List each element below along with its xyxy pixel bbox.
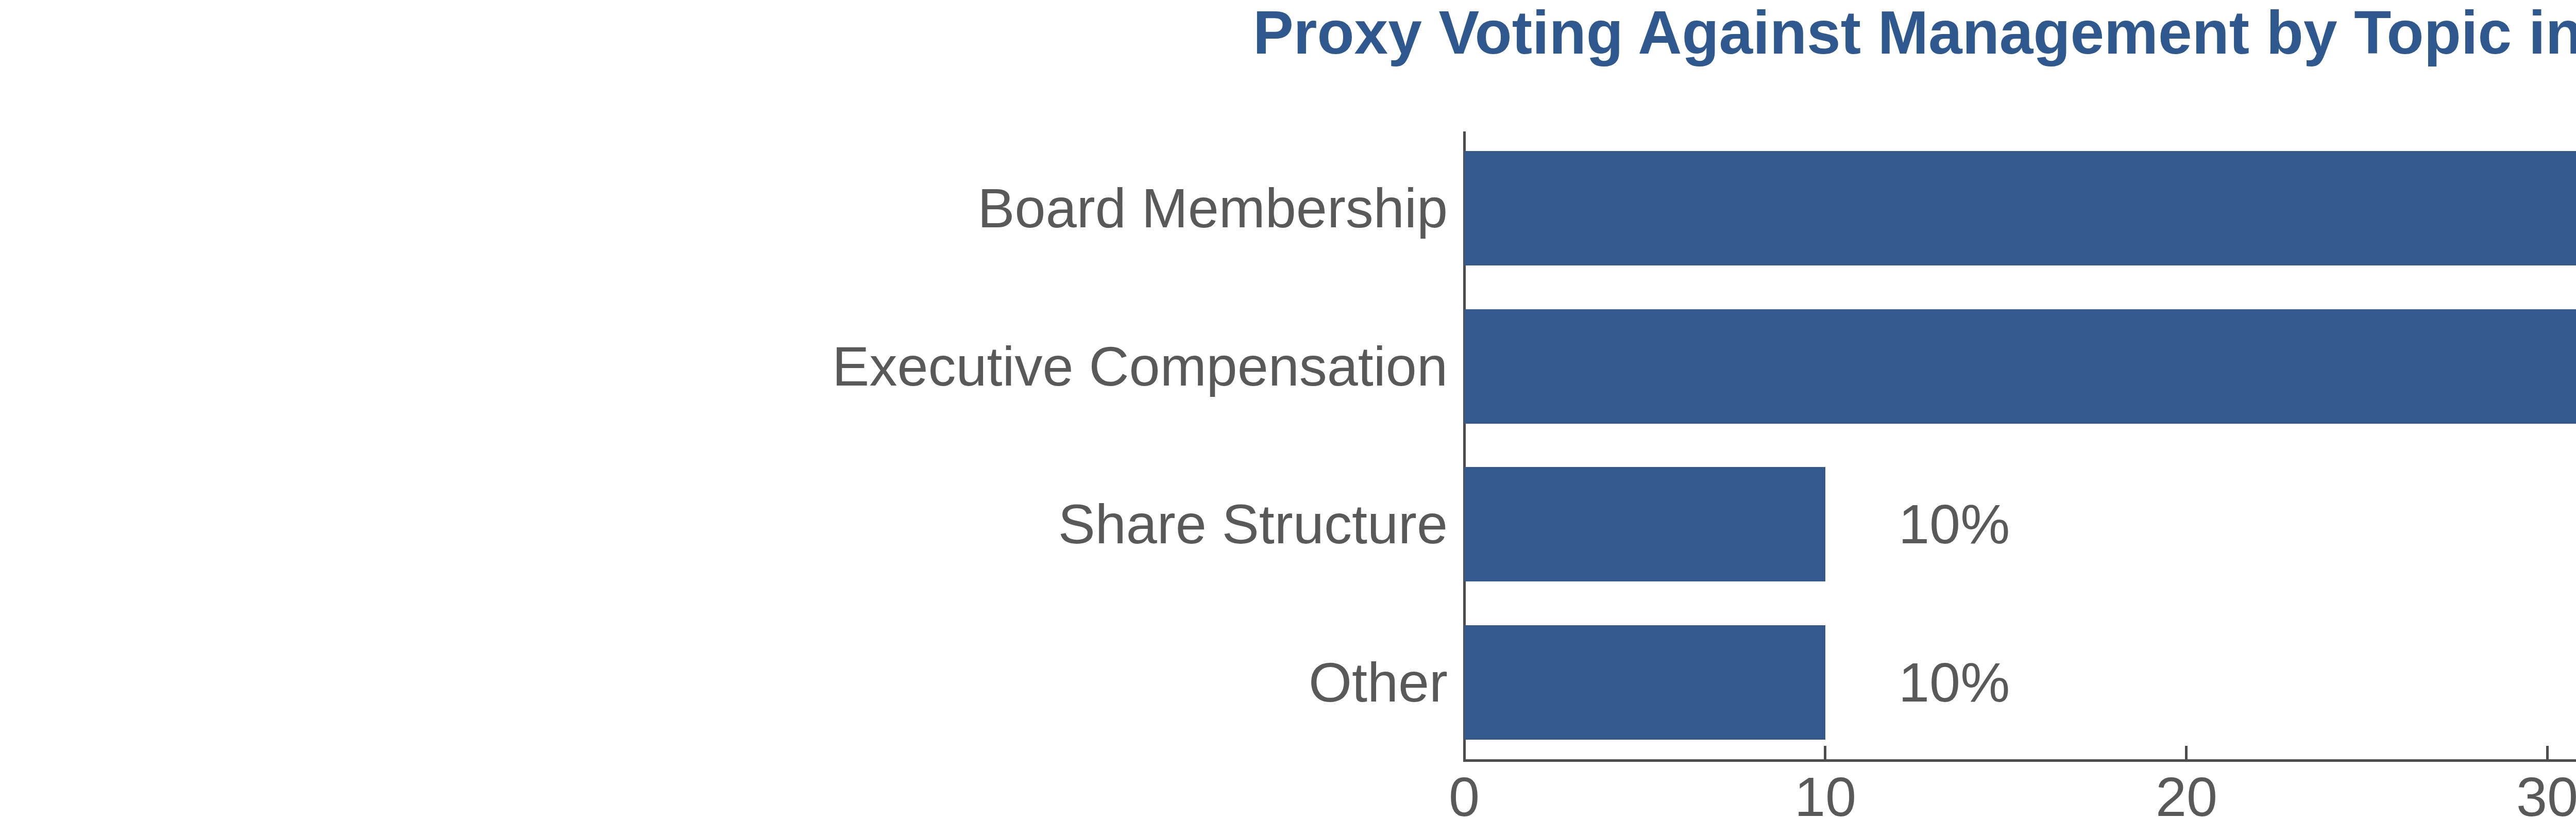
category-label: Board Membership: [0, 151, 1448, 265]
value-label: 10%: [1899, 467, 2010, 581]
category-label: Share Structure: [0, 467, 1448, 581]
category-label: Executive Compensation: [0, 309, 1448, 424]
x-tick-label: 10: [1722, 769, 1928, 825]
bar: [1464, 625, 1825, 740]
x-tick-mark: [1463, 746, 1466, 759]
bar: [1464, 151, 2576, 265]
chart-title: Proxy Voting Against Management by Topic…: [1253, 2, 2576, 63]
x-tick-mark: [2546, 746, 2549, 759]
x-tick-mark: [2185, 746, 2188, 759]
chart-canvas: Proxy Voting Against Management by Topic…: [0, 0, 2576, 834]
x-tick-label: 0: [1361, 769, 1567, 825]
x-tick-label: 30: [2444, 769, 2576, 825]
bar: [1464, 467, 1825, 581]
value-label: 10%: [1899, 625, 2010, 740]
x-axis-line: [1463, 759, 2576, 762]
x-tick-label: 20: [2083, 769, 2290, 825]
category-label: Other: [0, 625, 1448, 740]
bar: [1464, 309, 2576, 424]
x-tick-mark: [1824, 746, 1826, 759]
